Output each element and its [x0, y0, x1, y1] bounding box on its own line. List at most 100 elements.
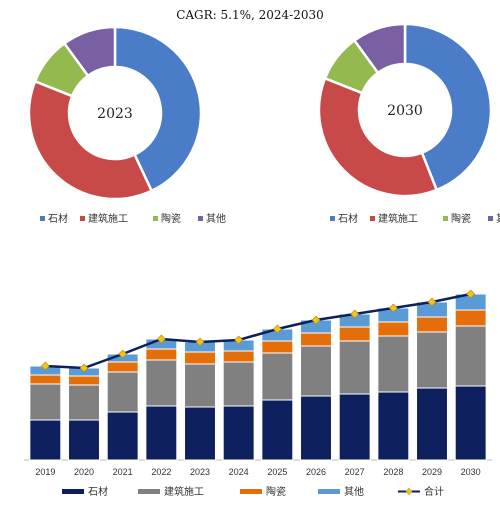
donut-2030-slice-1 — [317, 76, 439, 198]
total-marker-2025 — [272, 324, 282, 334]
bar-legend-label-total: 合计 — [424, 485, 444, 498]
bar-2029-series-1 — [416, 331, 448, 389]
bar-2026-series-2 — [300, 332, 332, 347]
stacked-bar-chart: 2019 2020 2021 2022 2023 2024 2025 2026 2027 2028… — [24, 289, 492, 477]
bar-2024-series-2 — [222, 350, 255, 363]
cagr-title: CAGR: 5.1%, 2024-2030 — [176, 8, 324, 22]
bar-2022-series-0 — [145, 405, 178, 461]
total-marker-2021 — [118, 349, 128, 359]
bar-2027-series-2 — [338, 326, 371, 342]
bar-2021-series-1 — [106, 371, 139, 413]
bar-2029-series-0 — [416, 387, 448, 461]
donut-2023-slice-1 — [27, 79, 154, 201]
bar-legend-label-3: 其他 — [344, 485, 364, 498]
total-line — [45, 292, 471, 370]
x-tick-label: 2022 — [151, 467, 171, 477]
bar-legend-label-1: 建筑施工 — [164, 485, 204, 498]
donut-2023-slice-0 — [113, 25, 203, 193]
bar-legend-swatch-2 — [240, 489, 262, 494]
bar-2030-series-0 — [454, 385, 487, 461]
donut-center-label: 2023 — [97, 106, 133, 122]
bar-2030-series-2 — [454, 309, 487, 327]
legend-label-1: 建筑施工 — [378, 212, 418, 225]
donut-2030-legend: 石材 建筑施工 陶瓷 其他 — [330, 212, 500, 225]
x-tick-label: 2021 — [113, 467, 133, 477]
donut-2030-slice-0 — [403, 22, 493, 192]
x-tick-label: 2023 — [190, 467, 210, 477]
bar-2020-series-2 — [68, 375, 100, 386]
bar-2024-series-1 — [222, 361, 255, 407]
donut-2030: 2030 — [317, 22, 493, 198]
legend-label-0: 石材 — [48, 212, 68, 225]
bar-legend-swatch-3 — [318, 489, 340, 494]
bar-2021-series-0 — [106, 411, 139, 461]
legend-label-3: 其他 — [496, 212, 500, 225]
x-tick-label: 2027 — [345, 467, 365, 477]
bar-2027-series-1 — [338, 340, 371, 395]
bar-2026-series-1 — [300, 345, 332, 397]
donut-center-label: 2030 — [387, 103, 423, 119]
bar-2019-series-1 — [29, 383, 62, 421]
total-marker-2019 — [40, 361, 50, 371]
bar-2019-series-0 — [29, 419, 62, 461]
bar-2020-series-1 — [68, 384, 100, 421]
legend-swatch-3 — [198, 216, 203, 221]
bar-2019-series-2 — [29, 374, 62, 385]
bar-2025-series-1 — [261, 352, 294, 401]
bar-2022-series-2 — [145, 348, 178, 361]
bar-2025-series-2 — [261, 340, 294, 354]
total-marker-2024 — [234, 335, 244, 345]
bar-2026-series-0 — [300, 395, 332, 461]
donut-2030-slice-3 — [352, 22, 407, 75]
bar-legend-swatch-0 — [62, 489, 84, 494]
bar-legend-total-marker — [405, 487, 413, 496]
bar-2028-series-2 — [377, 321, 410, 337]
bar-2023-series-0 — [184, 406, 216, 461]
bar-2020-series-0 — [68, 419, 100, 461]
bar-legend-swatch-1 — [138, 489, 160, 494]
legend-swatch-0 — [40, 216, 45, 221]
bar-legend-label-0: 石材 — [88, 485, 108, 498]
bar-2023-series-1 — [184, 363, 216, 408]
legend-label-0: 石材 — [338, 212, 358, 225]
legend-label-2: 陶瓷 — [161, 212, 181, 225]
legend-swatch-2 — [153, 216, 158, 221]
x-tick-label: 2026 — [306, 467, 326, 477]
x-tick-label: 2030 — [461, 467, 481, 477]
legend-swatch-0 — [330, 216, 335, 221]
legend-label-1: 建筑施工 — [88, 212, 128, 225]
bar-chart-legend: 石材 建筑施工 陶瓷 其他 合计 — [62, 485, 444, 498]
total-marker-2028 — [388, 303, 398, 313]
legend-swatch-2 — [443, 216, 448, 221]
legend-swatch-3 — [488, 216, 493, 221]
bar-2023-series-2 — [184, 351, 216, 365]
x-tick-label: 2019 — [35, 467, 55, 477]
bar-2025-series-0 — [261, 399, 294, 461]
bar-2021-series-2 — [106, 361, 139, 373]
x-tick-label: 2029 — [422, 467, 442, 477]
bar-2030-series-1 — [454, 325, 487, 387]
donut-2023: 2023 — [27, 25, 203, 201]
bar-2028-series-0 — [377, 391, 410, 461]
total-marker-2030 — [466, 289, 476, 299]
x-tick-label: 2024 — [229, 467, 249, 477]
bar-2027-series-0 — [338, 393, 371, 461]
legend-label-2: 陶瓷 — [451, 212, 471, 225]
bar-2024-series-0 — [222, 405, 255, 461]
total-marker-2027 — [350, 309, 360, 319]
total-marker-2020 — [79, 363, 89, 373]
donut-2023-slice-3 — [62, 25, 117, 78]
donut-2023-legend: 石材 建筑施工 陶瓷 其他 — [40, 212, 226, 225]
total-marker-2022 — [156, 334, 166, 344]
legend-swatch-1 — [80, 216, 85, 221]
total-marker-2029 — [427, 297, 437, 307]
bar-2028-series-1 — [377, 335, 410, 393]
x-tick-label: 2028 — [383, 467, 403, 477]
bar-2022-series-1 — [145, 359, 178, 407]
legend-label-3: 其他 — [206, 212, 226, 225]
bar-2029-series-2 — [416, 316, 448, 333]
total-marker-2023 — [195, 337, 205, 347]
legend-swatch-1 — [370, 216, 375, 221]
total-marker-2026 — [311, 315, 321, 325]
